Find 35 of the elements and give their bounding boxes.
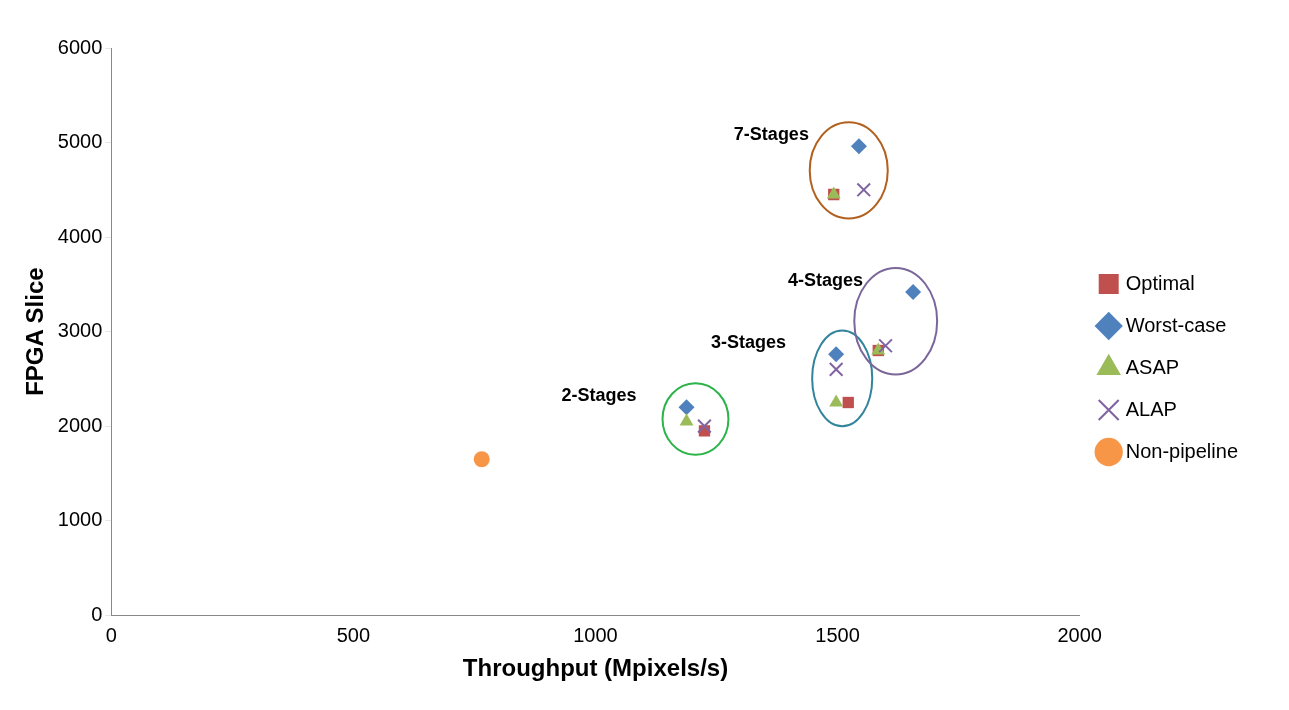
x-tick-label: 500 (336, 623, 371, 646)
y-tick-label: 0 (91, 602, 103, 625)
y-tick-label: 6000 (57, 35, 103, 58)
x-tick-label: 1500 (815, 623, 860, 646)
annotation: 2-Stages (561, 385, 637, 406)
point (828, 346, 845, 363)
y-tick-label: 3000 (57, 319, 103, 342)
point (828, 362, 844, 377)
point (473, 451, 490, 468)
annotation: 7-Stages (733, 124, 809, 145)
x-tick-label: 0 (105, 623, 117, 646)
point (856, 182, 872, 198)
legend-label: ASAP (1125, 355, 1180, 378)
point (842, 396, 854, 409)
x-tick-label: 1000 (573, 623, 618, 646)
legend-label: Worst-case (1125, 313, 1227, 336)
legend-label: ALAP (1125, 397, 1177, 420)
point (878, 338, 893, 354)
point (678, 399, 695, 416)
x-tick-label: 2000 (1057, 623, 1102, 646)
point (850, 138, 867, 155)
y-tick-label: 1000 (57, 508, 103, 531)
annotation: 3-Stages (711, 332, 787, 353)
y-tick-label: 2000 (57, 413, 103, 436)
annotation: 4-Stages (788, 269, 864, 290)
point (679, 413, 694, 426)
y-tick-label: 4000 (57, 224, 103, 247)
legend-label: Optimal (1125, 271, 1195, 294)
y-axis-title: FPGA Slice (21, 267, 49, 396)
x-axis-title: Throughput (Mpixels/s) (462, 654, 729, 682)
point (697, 418, 712, 434)
point (905, 283, 922, 300)
point (829, 394, 844, 407)
y-tick-label: 5000 (57, 130, 103, 153)
legend-label: Non-pipeline (1125, 439, 1238, 462)
